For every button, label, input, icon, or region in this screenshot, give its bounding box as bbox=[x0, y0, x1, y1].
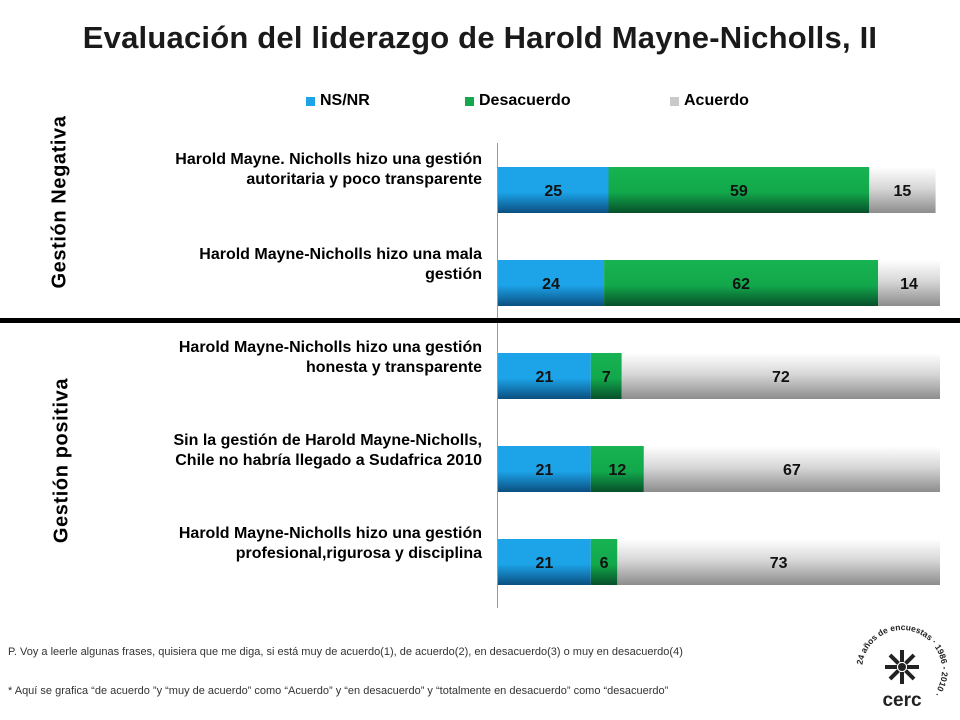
row-label-2-line2: gestión bbox=[425, 266, 482, 283]
bar-segment-nsnr-row-5 bbox=[498, 539, 591, 585]
data-label-nsnr-row-2: 24 bbox=[542, 276, 560, 293]
bar-segment-desacuerdo-row-3 bbox=[590, 353, 622, 399]
row-label-4-line2: Chile no habría llegado a Sudafrica 2010 bbox=[175, 452, 482, 469]
row-label-5: Harold Mayne-Nicholls hizo una gestión p… bbox=[82, 524, 482, 564]
bar-segment-nsnr-row-1 bbox=[498, 167, 609, 213]
row-label-1: Harold Mayne. Nicholls hizo una gestión … bbox=[82, 150, 482, 190]
data-label-acuerdo-row-5: 73 bbox=[770, 555, 788, 572]
row-label-1-line2: autoritaria y poco transparente bbox=[246, 171, 482, 188]
bar-segment-desacuerdo-row-1 bbox=[608, 167, 870, 213]
chart-title: Evaluación del liderazgo de Harold Mayne… bbox=[82, 20, 878, 55]
legend-swatch-acuerdo bbox=[670, 96, 679, 106]
legend-label-acuerdo: Acuerdo bbox=[684, 92, 749, 109]
legend-label-nsnr: NS/NR bbox=[320, 92, 370, 109]
row-label-1-line1: Harold Mayne. Nicholls hizo una gestión bbox=[175, 151, 482, 168]
data-label-desacuerdo-row-1: 59 bbox=[730, 183, 748, 200]
question-note: P. Voy a leerle algunas frases, quisiera… bbox=[8, 646, 683, 658]
row-label-5-line1: Harold Mayne-Nicholls hizo una gestión bbox=[178, 525, 482, 542]
bar-segment-acuerdo-row-4 bbox=[643, 446, 940, 492]
row-label-2: Harold Mayne-Nicholls hizo una mala gest… bbox=[82, 245, 482, 285]
logo-wordmark: cerc bbox=[882, 690, 922, 711]
row-label-4-line1: Sin la gestión de Harold Mayne-Nicholls, bbox=[173, 432, 483, 449]
legend-swatch-nsnr bbox=[306, 96, 315, 106]
bar-segment-acuerdo-row-3 bbox=[621, 353, 940, 399]
legend-item-nsnr: NS/NR bbox=[306, 92, 370, 110]
category-axis bbox=[497, 143, 498, 608]
bar-segment-nsnr-row-4 bbox=[498, 446, 591, 492]
data-label-desacuerdo-row-4: 12 bbox=[608, 462, 626, 479]
data-label-acuerdo-row-3: 72 bbox=[772, 369, 790, 386]
legend-swatch-desacuerdo bbox=[465, 96, 474, 106]
bar-segment-acuerdo-row-5 bbox=[617, 539, 940, 585]
bar-segment-nsnr-row-2 bbox=[498, 260, 605, 306]
data-label-nsnr-row-3: 21 bbox=[536, 369, 554, 386]
legend-item-acuerdo: Acuerdo bbox=[670, 92, 749, 110]
logo-mark bbox=[885, 650, 919, 684]
group-divider bbox=[0, 318, 960, 323]
bar-segment-desacuerdo-row-5 bbox=[590, 539, 618, 585]
legend-label-desacuerdo: Desacuerdo bbox=[479, 92, 571, 109]
cerc-logo: 24 años de encuestas · 1986 - 2010 · cer… bbox=[854, 622, 950, 711]
bar-segment-desacuerdo-row-2 bbox=[604, 260, 879, 306]
row-label-4: Sin la gestión de Harold Mayne-Nicholls,… bbox=[82, 431, 483, 471]
data-label-nsnr-row-4: 21 bbox=[536, 462, 554, 479]
row-label-3: Harold Mayne-Nicholls hizo una gestión h… bbox=[82, 338, 482, 378]
data-label-desacuerdo-row-5: 6 bbox=[600, 555, 609, 572]
data-label-desacuerdo-row-2: 62 bbox=[732, 276, 750, 293]
data-label-acuerdo-row-1: 15 bbox=[894, 183, 912, 200]
row-label-3-line1: Harold Mayne-Nicholls hizo una gestión bbox=[178, 339, 482, 356]
data-label-acuerdo-row-2: 14 bbox=[900, 276, 918, 293]
data-label-desacuerdo-row-3: 7 bbox=[602, 369, 611, 386]
row-label-5-line2: profesional,rigurosa y disciplina bbox=[235, 545, 482, 562]
bar-segment-acuerdo-row-2 bbox=[878, 260, 940, 306]
row-label-3-line2: honesta y transparente bbox=[305, 359, 482, 376]
data-label-acuerdo-row-4: 67 bbox=[783, 462, 801, 479]
bar-segment-nsnr-row-3 bbox=[498, 353, 591, 399]
bar-segment-acuerdo-row-1 bbox=[869, 167, 936, 213]
row-label-2-line1: Harold Mayne-Nicholls hizo una mala bbox=[199, 246, 482, 263]
data-label-nsnr-row-1: 25 bbox=[544, 183, 562, 200]
footnote: * Aquí se grafica “de acuerdo ”y “muy de… bbox=[8, 685, 669, 697]
legend-item-desacuerdo: Desacuerdo bbox=[465, 92, 571, 110]
bar-segment-desacuerdo-row-4 bbox=[590, 446, 644, 492]
data-label-nsnr-row-5: 21 bbox=[536, 555, 554, 572]
